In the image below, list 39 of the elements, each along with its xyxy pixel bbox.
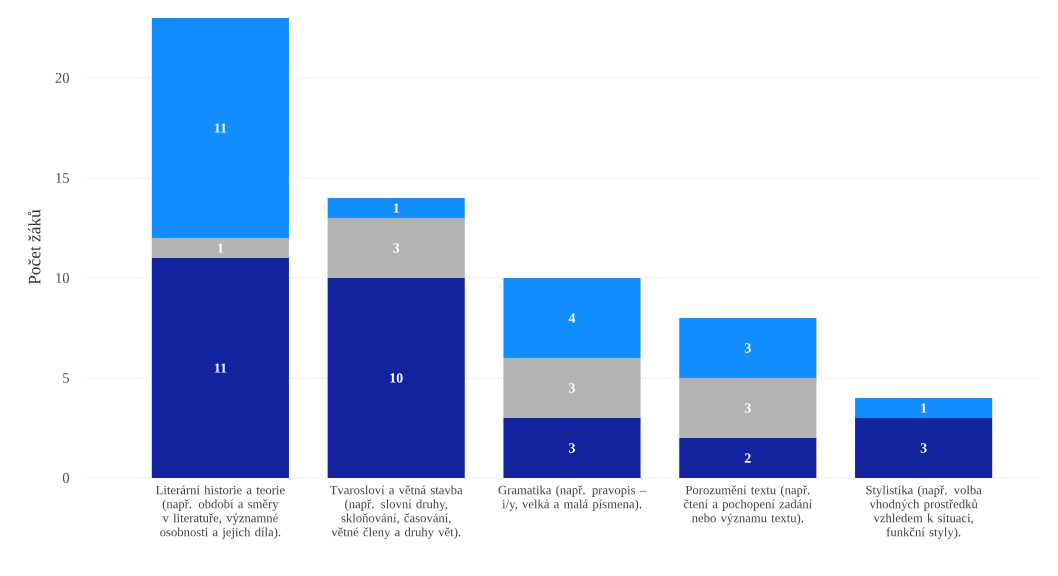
bar [855, 398, 993, 418]
y-tick-label: 0 [62, 473, 70, 483]
x-tick-label: Stylistika (např. volba vhodných prostředků vzhledem k situaci, funkční styly). [866, 485, 982, 539]
x-tick-label: Literární historie a teorie (např. období a směry v literatuře, významné osobnosti a jejich díla). [156, 485, 285, 539]
data-label: 3 [744, 403, 751, 413]
bar [679, 318, 817, 378]
bar [855, 418, 993, 478]
bar [679, 378, 817, 438]
data-label: 10 [390, 373, 403, 383]
bar [327, 198, 465, 218]
data-label: 4 [568, 313, 576, 323]
data-label: 2 [744, 453, 751, 463]
bar [151, 258, 289, 478]
x-tick-label: Tvarosloví a větná stavba (např. slovní druhy, skloňování, časování, větné členy a druhy vět). [329, 485, 463, 539]
bar [503, 278, 641, 358]
bar [327, 218, 465, 278]
data-label: 1 [921, 403, 927, 413]
x-tick-label: Gramatika (např. pravopis – i/y, velká a malá písmena). [498, 485, 647, 511]
data-label: 3 [569, 443, 576, 453]
y-axis-title: Počet žáků [27, 209, 41, 285]
data-label: 3 [744, 343, 751, 353]
data-label: 1 [218, 243, 224, 253]
y-tick-label: 5 [63, 373, 70, 383]
bar [503, 418, 641, 478]
bar [151, 18, 289, 238]
y-tick-label: 10 [56, 273, 70, 283]
data-label: 3 [569, 383, 576, 393]
data-label: 3 [393, 243, 400, 253]
x-tick-label: Porozumění textu (např. čtení a pochopení zadání nebo významu textu). [683, 485, 813, 525]
data-label: 11 [214, 123, 227, 133]
y-tick-label: 20 [55, 73, 70, 83]
data-label: 1 [393, 203, 399, 213]
data-label: 3 [920, 443, 927, 453]
y-tick-label: 15 [56, 173, 70, 183]
bar [503, 358, 641, 418]
bar [151, 238, 289, 258]
bar [679, 438, 817, 478]
data-label: 11 [214, 363, 227, 373]
bar [327, 278, 465, 478]
